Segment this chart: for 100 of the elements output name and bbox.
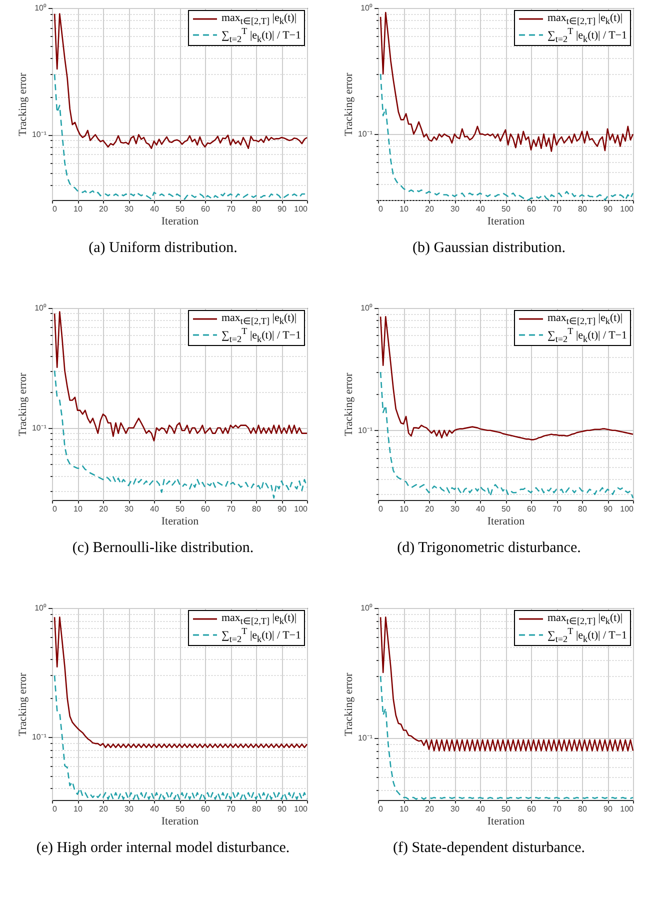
x-tick-label: 100 xyxy=(620,204,634,214)
y-axis-title: Tracking error xyxy=(342,672,355,736)
x-tick-label: 100 xyxy=(294,804,308,814)
x-tick-label: 90 xyxy=(278,804,287,814)
y-tick-label: 10⁻¹ xyxy=(358,734,373,743)
legend-label: max$_{t∈[2,T]}$ |e$_{k}$(t)| xyxy=(547,312,623,326)
x-axis-title: Iteration xyxy=(161,216,200,228)
x-tick-label: 30 xyxy=(124,504,134,514)
x-tick-label: 60 xyxy=(527,804,536,814)
x-tick-label: 50 xyxy=(176,204,185,214)
x-tick-label: 60 xyxy=(201,504,210,514)
legend-label: max$_{t∈[2,T]}$ |e$_{k}$(t)| xyxy=(221,312,297,326)
x-tick-label: 70 xyxy=(226,204,236,214)
legend-label: max$_{t∈[2,T]}$ |e$_{k}$(t)| xyxy=(547,12,623,26)
x-tick-label: 90 xyxy=(604,804,613,814)
x-tick-label: 100 xyxy=(294,504,308,514)
y-tick-label: 10⁰ xyxy=(360,4,372,12)
legend-label: ∑$_{t=2}$$^{T}$ |e$_{k}$(t)| / T−1 xyxy=(547,326,627,344)
x-tick-label: 20 xyxy=(425,204,434,214)
line-series xyxy=(54,13,308,149)
x-tick-label: 10 xyxy=(74,504,83,514)
legend-label: ∑$_{t=2}$$^{T}$ |e$_{k}$(t)| / T−1 xyxy=(221,26,301,44)
text: (d) Trigonometric disturbance. xyxy=(396,540,582,557)
x-tick-label: 0 xyxy=(52,204,58,214)
x-tick-label: 40 xyxy=(476,504,486,514)
x-tick-label: 70 xyxy=(552,204,562,214)
y-tick-label: 10⁻¹ xyxy=(358,130,373,139)
text: (a) Uniform distribution. xyxy=(88,240,238,257)
y-axis-title: Tracking error xyxy=(16,72,29,136)
x-tick-label: 50 xyxy=(502,204,511,214)
x-tick-label: 20 xyxy=(425,804,434,814)
x-tick-label: 70 xyxy=(552,504,562,514)
x-tick-label: 80 xyxy=(252,804,262,814)
y-tick-label: 10⁰ xyxy=(34,4,46,12)
line-series xyxy=(54,311,308,442)
line-series xyxy=(380,12,634,152)
line-series xyxy=(54,370,308,499)
text: (b) Gaussian distribution. xyxy=(412,240,566,257)
x-tick-label: 90 xyxy=(278,204,287,214)
x-tick-label: 60 xyxy=(527,204,536,214)
line-series xyxy=(380,675,634,800)
text: (c) Bernoulli-like distribution. xyxy=(71,540,255,557)
x-tick-label: 20 xyxy=(425,504,434,514)
text: (e) High order internal model disturbance. xyxy=(35,840,291,857)
legend-label: ∑$_{t=2}$$^{T}$ |e$_{k}$(t)| / T−1 xyxy=(221,326,301,344)
x-tick-label: 30 xyxy=(450,204,460,214)
x-tick-label: 80 xyxy=(578,204,588,214)
line-series xyxy=(54,674,308,800)
y-tick-label: 10⁰ xyxy=(34,604,46,612)
x-tick-label: 20 xyxy=(99,504,108,514)
x-axis-title: Iteration xyxy=(487,516,526,528)
y-axis-title: Tracking error xyxy=(342,72,355,136)
x-tick-label: 50 xyxy=(502,504,511,514)
y-tick-label: 10⁰ xyxy=(360,604,372,612)
x-tick-label: 20 xyxy=(99,804,108,814)
legend-label: max$_{t∈[2,T]}$ |e$_{k}$(t)| xyxy=(221,12,297,26)
x-axis-title: Iteration xyxy=(161,516,200,528)
x-tick-label: 50 xyxy=(502,804,511,814)
y-axis-title: Tracking error xyxy=(16,372,29,436)
line-series xyxy=(54,74,308,200)
x-axis-title: Iteration xyxy=(487,816,526,828)
x-tick-label: 40 xyxy=(476,204,486,214)
x-tick-label: 80 xyxy=(578,804,588,814)
x-tick-label: 10 xyxy=(400,504,409,514)
x-tick-label: 50 xyxy=(176,504,185,514)
y-tick-label: 10⁰ xyxy=(360,304,372,312)
legend-label: max$_{t∈[2,T]}$ |e$_{k}$(t)| xyxy=(547,612,623,626)
x-tick-label: 30 xyxy=(450,504,460,514)
x-tick-label: 40 xyxy=(150,504,160,514)
x-tick-label: 0 xyxy=(52,504,58,514)
x-tick-label: 70 xyxy=(226,504,236,514)
x-tick-label: 10 xyxy=(400,204,409,214)
legend-label: ∑$_{t=2}$$^{T}$ |e$_{k}$(t)| / T−1 xyxy=(547,26,627,44)
y-axis-title: Tracking error xyxy=(16,672,29,736)
x-tick-label: 10 xyxy=(74,804,83,814)
x-tick-label: 70 xyxy=(552,804,562,814)
x-tick-label: 0 xyxy=(52,804,58,814)
x-tick-label: 60 xyxy=(527,504,536,514)
x-tick-label: 100 xyxy=(620,804,634,814)
x-tick-label: 10 xyxy=(400,804,409,814)
line-series xyxy=(380,73,634,201)
x-tick-label: 40 xyxy=(476,804,486,814)
y-tick-label: 10⁻¹ xyxy=(358,426,373,435)
x-tick-label: 0 xyxy=(378,504,384,514)
x-tick-label: 90 xyxy=(278,504,287,514)
x-tick-label: 60 xyxy=(201,804,210,814)
x-axis-title: Iteration xyxy=(487,216,526,228)
x-axis-title: Iteration xyxy=(161,816,200,828)
x-tick-label: 80 xyxy=(252,504,262,514)
legend-label: ∑$_{t=2}$$^{T}$ |e$_{k}$(t)| / T−1 xyxy=(221,626,301,644)
x-tick-label: 40 xyxy=(150,204,160,214)
x-tick-label: 70 xyxy=(226,804,236,814)
text: (f) State-dependent disturbance. xyxy=(392,840,586,857)
legend-label: ∑$_{t=2}$$^{T}$ |e$_{k}$(t)| / T−1 xyxy=(547,626,627,644)
x-tick-label: 100 xyxy=(294,204,308,214)
x-tick-label: 40 xyxy=(150,804,160,814)
x-tick-label: 0 xyxy=(378,804,384,814)
y-tick-label: 10⁻¹ xyxy=(32,130,47,140)
x-tick-label: 30 xyxy=(450,804,460,814)
x-tick-label: 80 xyxy=(578,504,588,514)
